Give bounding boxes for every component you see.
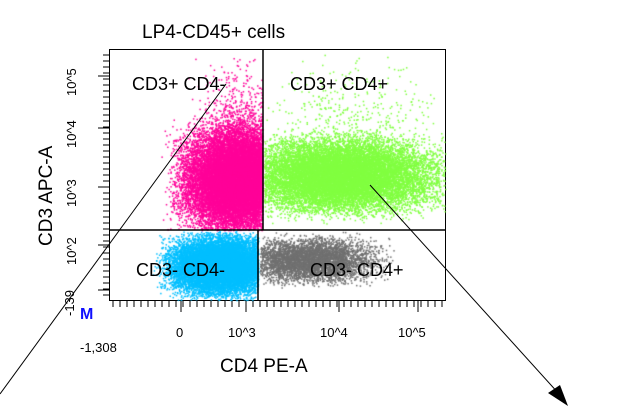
axis-ticks bbox=[98, 54, 443, 312]
plot-area: CD3+ CD4- CD3+ CD4+ CD3- CD4- CD3- CD4+ bbox=[109, 49, 447, 302]
y-tick-1e4: 10^4 bbox=[64, 120, 79, 148]
x-tick-1e3: 10^3 bbox=[228, 325, 256, 340]
annotation-line-left bbox=[0, 83, 227, 395]
scatter-points bbox=[110, 50, 447, 302]
y-tick-1e5: 10^5 bbox=[64, 68, 79, 96]
x-tick-0: 0 bbox=[176, 325, 184, 340]
x-tick-1e4: 10^4 bbox=[320, 325, 348, 340]
arrowhead-icon bbox=[548, 385, 568, 406]
x-tick-1e5: 10^5 bbox=[398, 325, 426, 340]
y-tick-1e3: 10^3 bbox=[64, 179, 79, 207]
annotation-arrow-right bbox=[369, 184, 561, 396]
chart-title: LP4-CD45+ cells bbox=[142, 22, 286, 43]
quadrant-label-cd3neg-cd4neg: CD3- CD4- bbox=[136, 260, 226, 280]
x-axis-label: CD4 PE-A bbox=[220, 356, 308, 377]
marker-label: M bbox=[80, 306, 94, 323]
y-tick-min: -139 bbox=[62, 289, 77, 316]
quadrant-label-cd3pos-cd4pos: CD3+ CD4+ bbox=[290, 74, 389, 94]
y-tick-1e2: 10^2 bbox=[64, 237, 79, 265]
quadrant-label-cd3pos-cd4neg: CD3+ CD4- bbox=[132, 74, 226, 94]
quadrant-label-cd3neg-cd4pos: CD3- CD4+ bbox=[310, 260, 404, 280]
x-tick-min: -1,308 bbox=[80, 340, 117, 355]
y-axis-label: CD3 APC-A bbox=[36, 145, 57, 246]
